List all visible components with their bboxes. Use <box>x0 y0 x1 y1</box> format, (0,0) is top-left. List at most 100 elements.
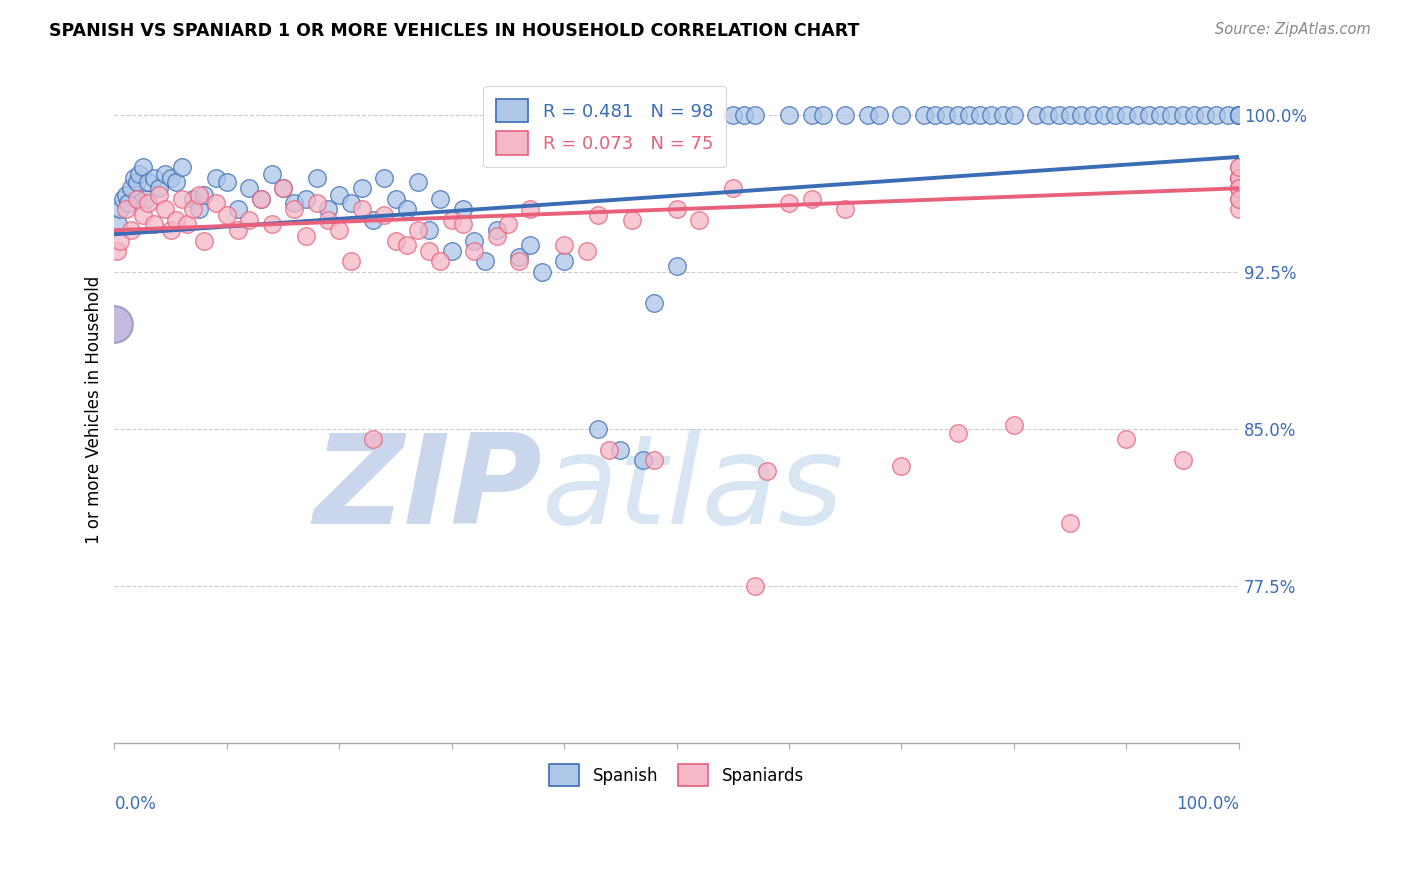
Point <box>339 254 361 268</box>
Point <box>744 108 766 122</box>
Point <box>153 202 176 217</box>
Point <box>384 234 406 248</box>
Point <box>1126 108 1149 122</box>
Point <box>181 202 204 217</box>
Point <box>1059 108 1081 122</box>
Point <box>406 175 429 189</box>
Point <box>856 108 879 122</box>
Point <box>1227 108 1250 122</box>
Legend: Spanish, Spaniards: Spanish, Spaniards <box>541 756 813 794</box>
Point <box>142 217 165 231</box>
Point <box>125 192 148 206</box>
Point <box>131 209 153 223</box>
Point <box>159 170 181 185</box>
Point <box>120 181 142 195</box>
Point <box>643 453 665 467</box>
Point <box>1002 417 1025 432</box>
Point <box>912 108 935 122</box>
Point <box>406 223 429 237</box>
Point <box>1171 108 1194 122</box>
Point <box>1047 108 1070 122</box>
Point <box>108 202 131 217</box>
Point <box>575 244 598 258</box>
Point <box>485 229 508 244</box>
Point <box>969 108 991 122</box>
Point <box>108 234 131 248</box>
Point <box>136 175 159 189</box>
Point <box>1115 432 1137 446</box>
Point <box>1227 108 1250 122</box>
Point <box>316 212 339 227</box>
Text: 0.0%: 0.0% <box>114 795 156 813</box>
Point <box>508 250 530 264</box>
Point <box>142 170 165 185</box>
Point <box>107 217 129 231</box>
Point <box>238 212 260 227</box>
Point <box>305 196 328 211</box>
Point <box>305 170 328 185</box>
Point <box>721 181 744 195</box>
Point <box>1227 108 1250 122</box>
Point <box>1104 108 1126 122</box>
Point <box>114 202 136 217</box>
Text: atlas: atlas <box>541 429 844 550</box>
Point <box>395 202 418 217</box>
Point <box>553 254 575 268</box>
Point <box>170 192 193 206</box>
Point <box>429 192 451 206</box>
Point <box>114 187 136 202</box>
Point <box>946 108 969 122</box>
Point <box>1182 108 1205 122</box>
Point <box>519 237 541 252</box>
Point <box>204 196 226 211</box>
Point <box>1216 108 1239 122</box>
Point <box>868 108 890 122</box>
Point <box>204 170 226 185</box>
Point <box>451 202 474 217</box>
Point <box>1227 181 1250 195</box>
Point <box>215 175 238 189</box>
Point <box>991 108 1014 122</box>
Point <box>733 108 755 122</box>
Point <box>350 181 373 195</box>
Point <box>395 237 418 252</box>
Point <box>105 244 128 258</box>
Point <box>519 202 541 217</box>
Point <box>957 108 980 122</box>
Point <box>187 187 209 202</box>
Point <box>1137 108 1160 122</box>
Point <box>215 209 238 223</box>
Point <box>260 167 283 181</box>
Point <box>249 192 271 206</box>
Point <box>1227 192 1250 206</box>
Point <box>125 175 148 189</box>
Point <box>294 229 316 244</box>
Point <box>170 161 193 175</box>
Point <box>463 244 485 258</box>
Point <box>418 223 440 237</box>
Point <box>1070 108 1092 122</box>
Point <box>148 181 170 195</box>
Point <box>755 464 778 478</box>
Point <box>226 223 249 237</box>
Point <box>620 212 643 227</box>
Point <box>744 579 766 593</box>
Point <box>1002 108 1025 122</box>
Point <box>153 167 176 181</box>
Point <box>1171 453 1194 467</box>
Point <box>586 209 609 223</box>
Point <box>260 217 283 231</box>
Point <box>361 212 384 227</box>
Point <box>440 244 463 258</box>
Point <box>193 187 215 202</box>
Point <box>238 181 260 195</box>
Point <box>1115 108 1137 122</box>
Point <box>361 432 384 446</box>
Point <box>946 425 969 440</box>
Point <box>1205 108 1227 122</box>
Point <box>980 108 1002 122</box>
Point <box>1227 161 1250 175</box>
Point <box>1160 108 1182 122</box>
Point <box>778 196 800 211</box>
Point <box>1092 108 1115 122</box>
